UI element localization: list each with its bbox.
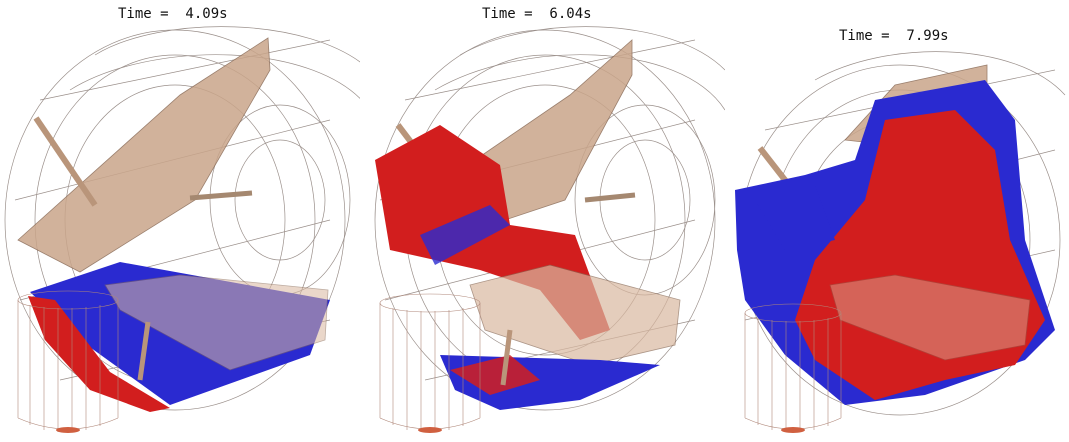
simulation-panel-2: Time = 6.04s bbox=[360, 0, 725, 442]
drum-render bbox=[4, 26, 360, 433]
drum-render bbox=[374, 26, 725, 433]
hopper-cylinder bbox=[744, 303, 842, 432]
particle-stream-blue bbox=[420, 205, 510, 265]
time-label: Time = 4.09s bbox=[118, 6, 228, 22]
hopper-cylinder bbox=[17, 290, 119, 432]
baffle-bottom bbox=[829, 274, 1031, 361]
simulation-panel-3: Time = 7.99s bbox=[725, 0, 1069, 442]
particle-bed-red bbox=[28, 296, 170, 412]
baffle-bottom bbox=[469, 264, 681, 366]
time-label: Time = 7.99s bbox=[839, 28, 949, 44]
drum-render bbox=[735, 51, 1066, 433]
baffle-bottom bbox=[104, 274, 329, 371]
simulation-panel-1: Time = 4.09s bbox=[0, 0, 360, 442]
baffle-top bbox=[17, 37, 271, 273]
hopper-cylinder bbox=[379, 293, 481, 432]
particle-cloud-red bbox=[795, 110, 1045, 400]
time-label: Time = 6.04s bbox=[482, 6, 592, 22]
